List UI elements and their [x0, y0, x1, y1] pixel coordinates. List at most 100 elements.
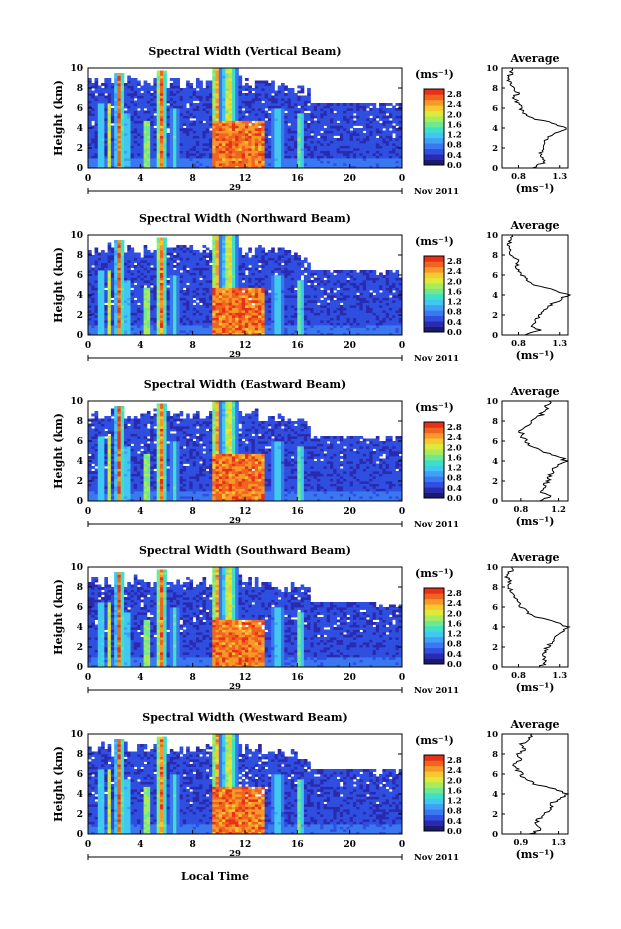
- heatmap-cell: [258, 88, 262, 91]
- heatmap-cell: [218, 305, 223, 308]
- heatmap-cell: [159, 110, 164, 114]
- heatmap-cell: [182, 123, 187, 126]
- heatmap-cell: [343, 158, 347, 161]
- heatmap-cell: [163, 113, 167, 116]
- heatmap-cell: [130, 292, 135, 296]
- heatmap-cell: [123, 125, 128, 129]
- heatmap-cell: [159, 290, 164, 293]
- heatmap-cell: [326, 163, 331, 166]
- heatmap-cell: [235, 237, 239, 241]
- heatmap-cell: [97, 320, 102, 323]
- heatmap-cell: [123, 128, 128, 131]
- heatmap-cell: [352, 110, 357, 114]
- heatmap-cell: [117, 245, 122, 248]
- heatmap-cell: [303, 100, 308, 104]
- heatmap-cell: [215, 95, 220, 99]
- heatmap-cell: [91, 302, 95, 306]
- heatmap-cell: [199, 287, 203, 291]
- heatmap-cell: [248, 270, 252, 273]
- heatmap-cell: [117, 115, 122, 119]
- heatmap-cell: [258, 310, 262, 313]
- heatmap-cell: [212, 287, 216, 291]
- heatmap-cell: [388, 140, 393, 144]
- heatmap-cell: [156, 110, 161, 114]
- heatmap-cell: [182, 110, 187, 114]
- heatmap-cell: [104, 158, 109, 161]
- heatmap-cell: [182, 262, 187, 266]
- heatmap-cell: [94, 292, 99, 296]
- heatmap-cell: [241, 145, 246, 149]
- heatmap-cell: [107, 108, 112, 111]
- heatmap-cell: [218, 148, 223, 151]
- heatmap-cell: [143, 150, 148, 154]
- heatmap-cell: [137, 83, 141, 86]
- heatmap-cell: [117, 240, 122, 243]
- heatmap-cell: [336, 145, 341, 149]
- heatmap-cell: [173, 153, 177, 156]
- heatmap-cell: [169, 118, 174, 121]
- heatmap-cell: [114, 282, 118, 286]
- heatmap-cell: [110, 85, 115, 89]
- heatmap-cell: [130, 153, 135, 156]
- heatmap-cell: [114, 325, 118, 328]
- colorbar: 0.00.40.81.21.62.02.42.8: [423, 88, 462, 171]
- heatmap-cell: [114, 108, 118, 111]
- heatmap-cell: [104, 292, 109, 296]
- heatmap-cell: [153, 330, 158, 333]
- heatmap-cell: [189, 113, 194, 116]
- heatmap-cell: [271, 110, 275, 114]
- heatmap-cell: [238, 287, 243, 291]
- heatmap-cell: [88, 277, 92, 281]
- heatmap-cell: [179, 105, 184, 109]
- heatmap-cell: [97, 262, 102, 266]
- heatmap-cell: [205, 315, 210, 318]
- heatmap-cell: [225, 310, 230, 313]
- heatmap-cell: [137, 252, 141, 256]
- heatmap-cell: [166, 153, 171, 156]
- heatmap-cell: [94, 133, 99, 136]
- heatmap-cell: [176, 98, 180, 101]
- heatmap-cell: [398, 115, 403, 119]
- heatmap-cell: [222, 78, 226, 81]
- heatmap-cell: [254, 105, 259, 109]
- heatmap-cell: [123, 265, 128, 268]
- heatmap-cell: [199, 125, 203, 129]
- heatmap-cell: [169, 150, 174, 154]
- heatmap-cell: [114, 78, 118, 81]
- heatmap-cell: [88, 270, 92, 273]
- heatmap-cell: [146, 160, 151, 164]
- heatmap-cell: [323, 160, 328, 164]
- heatmap-cell: [186, 315, 190, 318]
- heatmap-cell: [104, 305, 109, 308]
- heatmap-cell: [123, 163, 128, 166]
- heatmap-cell: [97, 310, 102, 313]
- heatmap-cell: [297, 155, 301, 159]
- heatmap-cell: [267, 148, 272, 151]
- heatmap-cell: [140, 330, 144, 333]
- heatmap-cell: [88, 110, 92, 114]
- heatmap-cell: [392, 138, 396, 141]
- heatmap-cell: [114, 153, 118, 156]
- heatmap-cell: [372, 165, 377, 169]
- heatmap-cell: [179, 148, 184, 151]
- heatmap-cell: [388, 120, 393, 124]
- colorbar-frame: [423, 88, 445, 166]
- heatmap-cell: [156, 155, 161, 159]
- heatmap-cell: [114, 118, 118, 121]
- heatmap-cell: [245, 322, 249, 326]
- heatmap-cell: [218, 297, 223, 301]
- heatmap-cell: [176, 317, 180, 321]
- heatmap-cell: [379, 148, 383, 151]
- heatmap-cell: [120, 320, 125, 323]
- heatmap-cell: [225, 120, 230, 124]
- heatmap-cell: [137, 118, 141, 121]
- heatmap-cell: [166, 135, 171, 139]
- heatmap-cell: [101, 257, 105, 261]
- heatmap-cell: [114, 302, 118, 306]
- heatmap-cell: [182, 95, 187, 99]
- heatmap-cell: [140, 282, 144, 286]
- heatmap-cell: [254, 85, 259, 89]
- heatmap-cell: [346, 163, 351, 166]
- heatmap-cell: [163, 148, 167, 151]
- heatmap-cell: [127, 148, 131, 151]
